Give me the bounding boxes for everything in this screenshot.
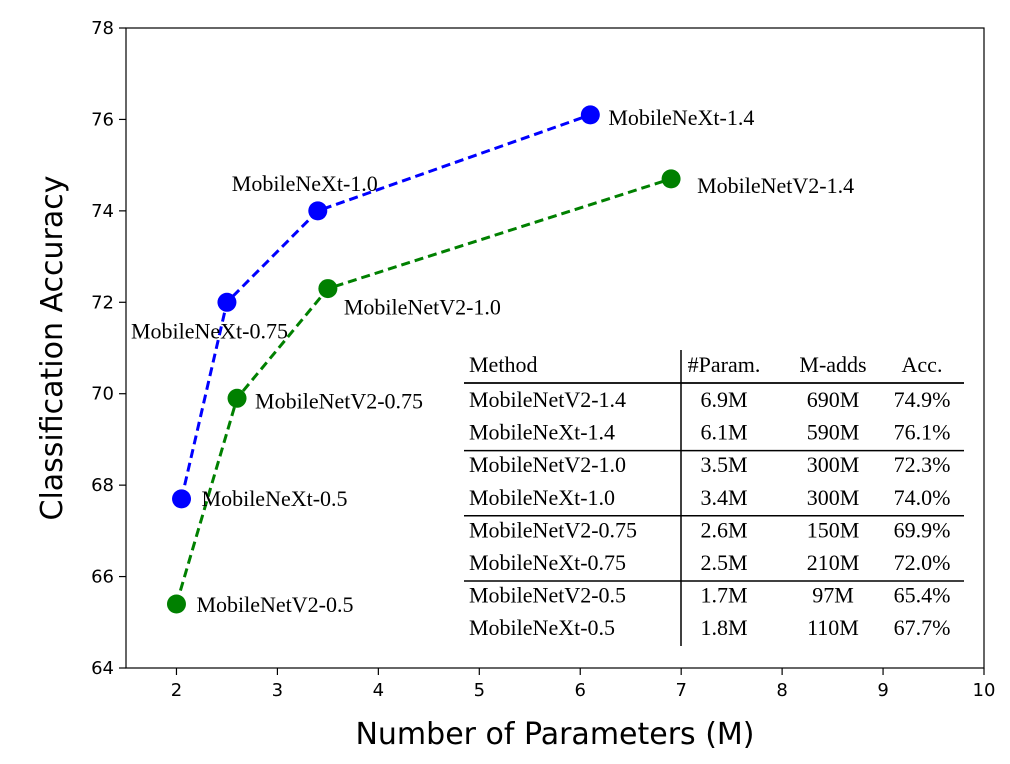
point-label: MobileNeXt-0.5 [202, 486, 348, 511]
table-cell: MobileNetV2-0.5 [469, 583, 626, 608]
x-tick-label: 10 [973, 680, 996, 701]
y-tick-label: 66 [91, 567, 114, 588]
table-cell: 690M [807, 387, 860, 412]
series-line-0 [180, 113, 591, 500]
y-tick-label: 68 [91, 475, 114, 496]
point-label: MobileNetV2-0.75 [255, 388, 423, 413]
data-point [580, 105, 600, 125]
table-cell: 2.6M [700, 517, 747, 542]
table-cell: 2.5M [700, 550, 747, 575]
table-cell: 97M [812, 583, 854, 608]
table-cell: MobileNetV2-1.4 [469, 387, 626, 412]
table-cell: 1.7M [700, 583, 747, 608]
table-cell: MobileNeXt-1.4 [469, 420, 615, 445]
table-cell: 72.3% [894, 452, 951, 477]
table-cell: 6.1M [700, 420, 747, 445]
x-tick-label: 3 [272, 680, 283, 701]
data-point [661, 169, 681, 189]
table-cell: 210M [807, 550, 860, 575]
table-cell: MobileNetV2-1.0 [469, 452, 626, 477]
table-cell: 65.4% [894, 583, 951, 608]
comparison-table: Method #Param. M-adds Acc. MobileNetV2-1.4 6.… [464, 350, 964, 646]
y-tick-label: 78 [91, 18, 114, 39]
x-tick-label: 6 [575, 680, 586, 701]
table-cell: 74.9% [894, 387, 951, 412]
table-cell: MobileNeXt-0.5 [469, 615, 615, 640]
table-cell: 6.9M [700, 387, 747, 412]
x-tick-label: 7 [675, 680, 686, 701]
table-cell: 300M [807, 485, 860, 510]
table-cell: 3.5M [700, 452, 747, 477]
table-cell: MobileNetV2-0.75 [469, 517, 637, 542]
point-label: MobileNetV2-0.5 [196, 592, 353, 617]
x-tick-label: 2 [171, 680, 182, 701]
series-line-1 [175, 177, 672, 605]
plot-frame [125, 27, 985, 669]
y-tick-label: 64 [91, 658, 114, 679]
table-header: Method [469, 352, 537, 377]
point-label: MobileNetV2-1.0 [344, 295, 501, 320]
series-points [166, 105, 681, 614]
table-cell: 110M [807, 615, 859, 640]
table-cell: 72.0% [894, 550, 951, 575]
table-cell: 76.1% [894, 420, 951, 445]
data-point [308, 201, 328, 221]
y-tick-label: 76 [91, 109, 114, 130]
table-header: Acc. [902, 352, 943, 377]
data-point [318, 279, 338, 299]
data-point [217, 292, 237, 312]
table-cell: 74.0% [894, 485, 951, 510]
point-label: MobileNeXt-1.4 [608, 105, 754, 130]
table-cell: 3.4M [700, 485, 747, 510]
point-label: MobileNetV2-1.4 [697, 173, 854, 198]
table-header: #Param. [688, 352, 761, 377]
table-cell: MobileNeXt-0.75 [469, 550, 626, 575]
y-tick-label: 70 [91, 384, 114, 405]
y-axis-label: Classification Accuracy [35, 176, 70, 521]
data-point [227, 388, 247, 408]
table-header: M-adds [799, 352, 866, 377]
x-tick-label: 4 [373, 680, 384, 701]
table-cell: 300M [807, 452, 860, 477]
x-tick-label: 8 [776, 680, 787, 701]
y-tick-label: 74 [91, 201, 114, 222]
series-lines [175, 113, 672, 605]
table-cell: 69.9% [894, 517, 951, 542]
table-cell: MobileNeXt-1.0 [469, 485, 615, 510]
table-cell: 1.8M [700, 615, 747, 640]
y-tick-label: 72 [91, 292, 114, 313]
x-tick-label: 9 [877, 680, 888, 701]
x-tick-label: 5 [474, 680, 485, 701]
point-label: MobileNeXt-1.0 [232, 171, 378, 196]
point-labels: MobileNeXt-0.5 MobileNeXt-0.75 MobileNeXt-… [131, 105, 854, 617]
table-cell: 67.7% [894, 615, 951, 640]
point-label: MobileNeXt-0.75 [131, 318, 288, 343]
table-cell: 590M [807, 420, 860, 445]
data-point [172, 489, 192, 509]
table-cell: 150M [807, 517, 860, 542]
data-point [166, 594, 186, 614]
x-axis-label: Number of Parameters (M) [355, 717, 754, 752]
